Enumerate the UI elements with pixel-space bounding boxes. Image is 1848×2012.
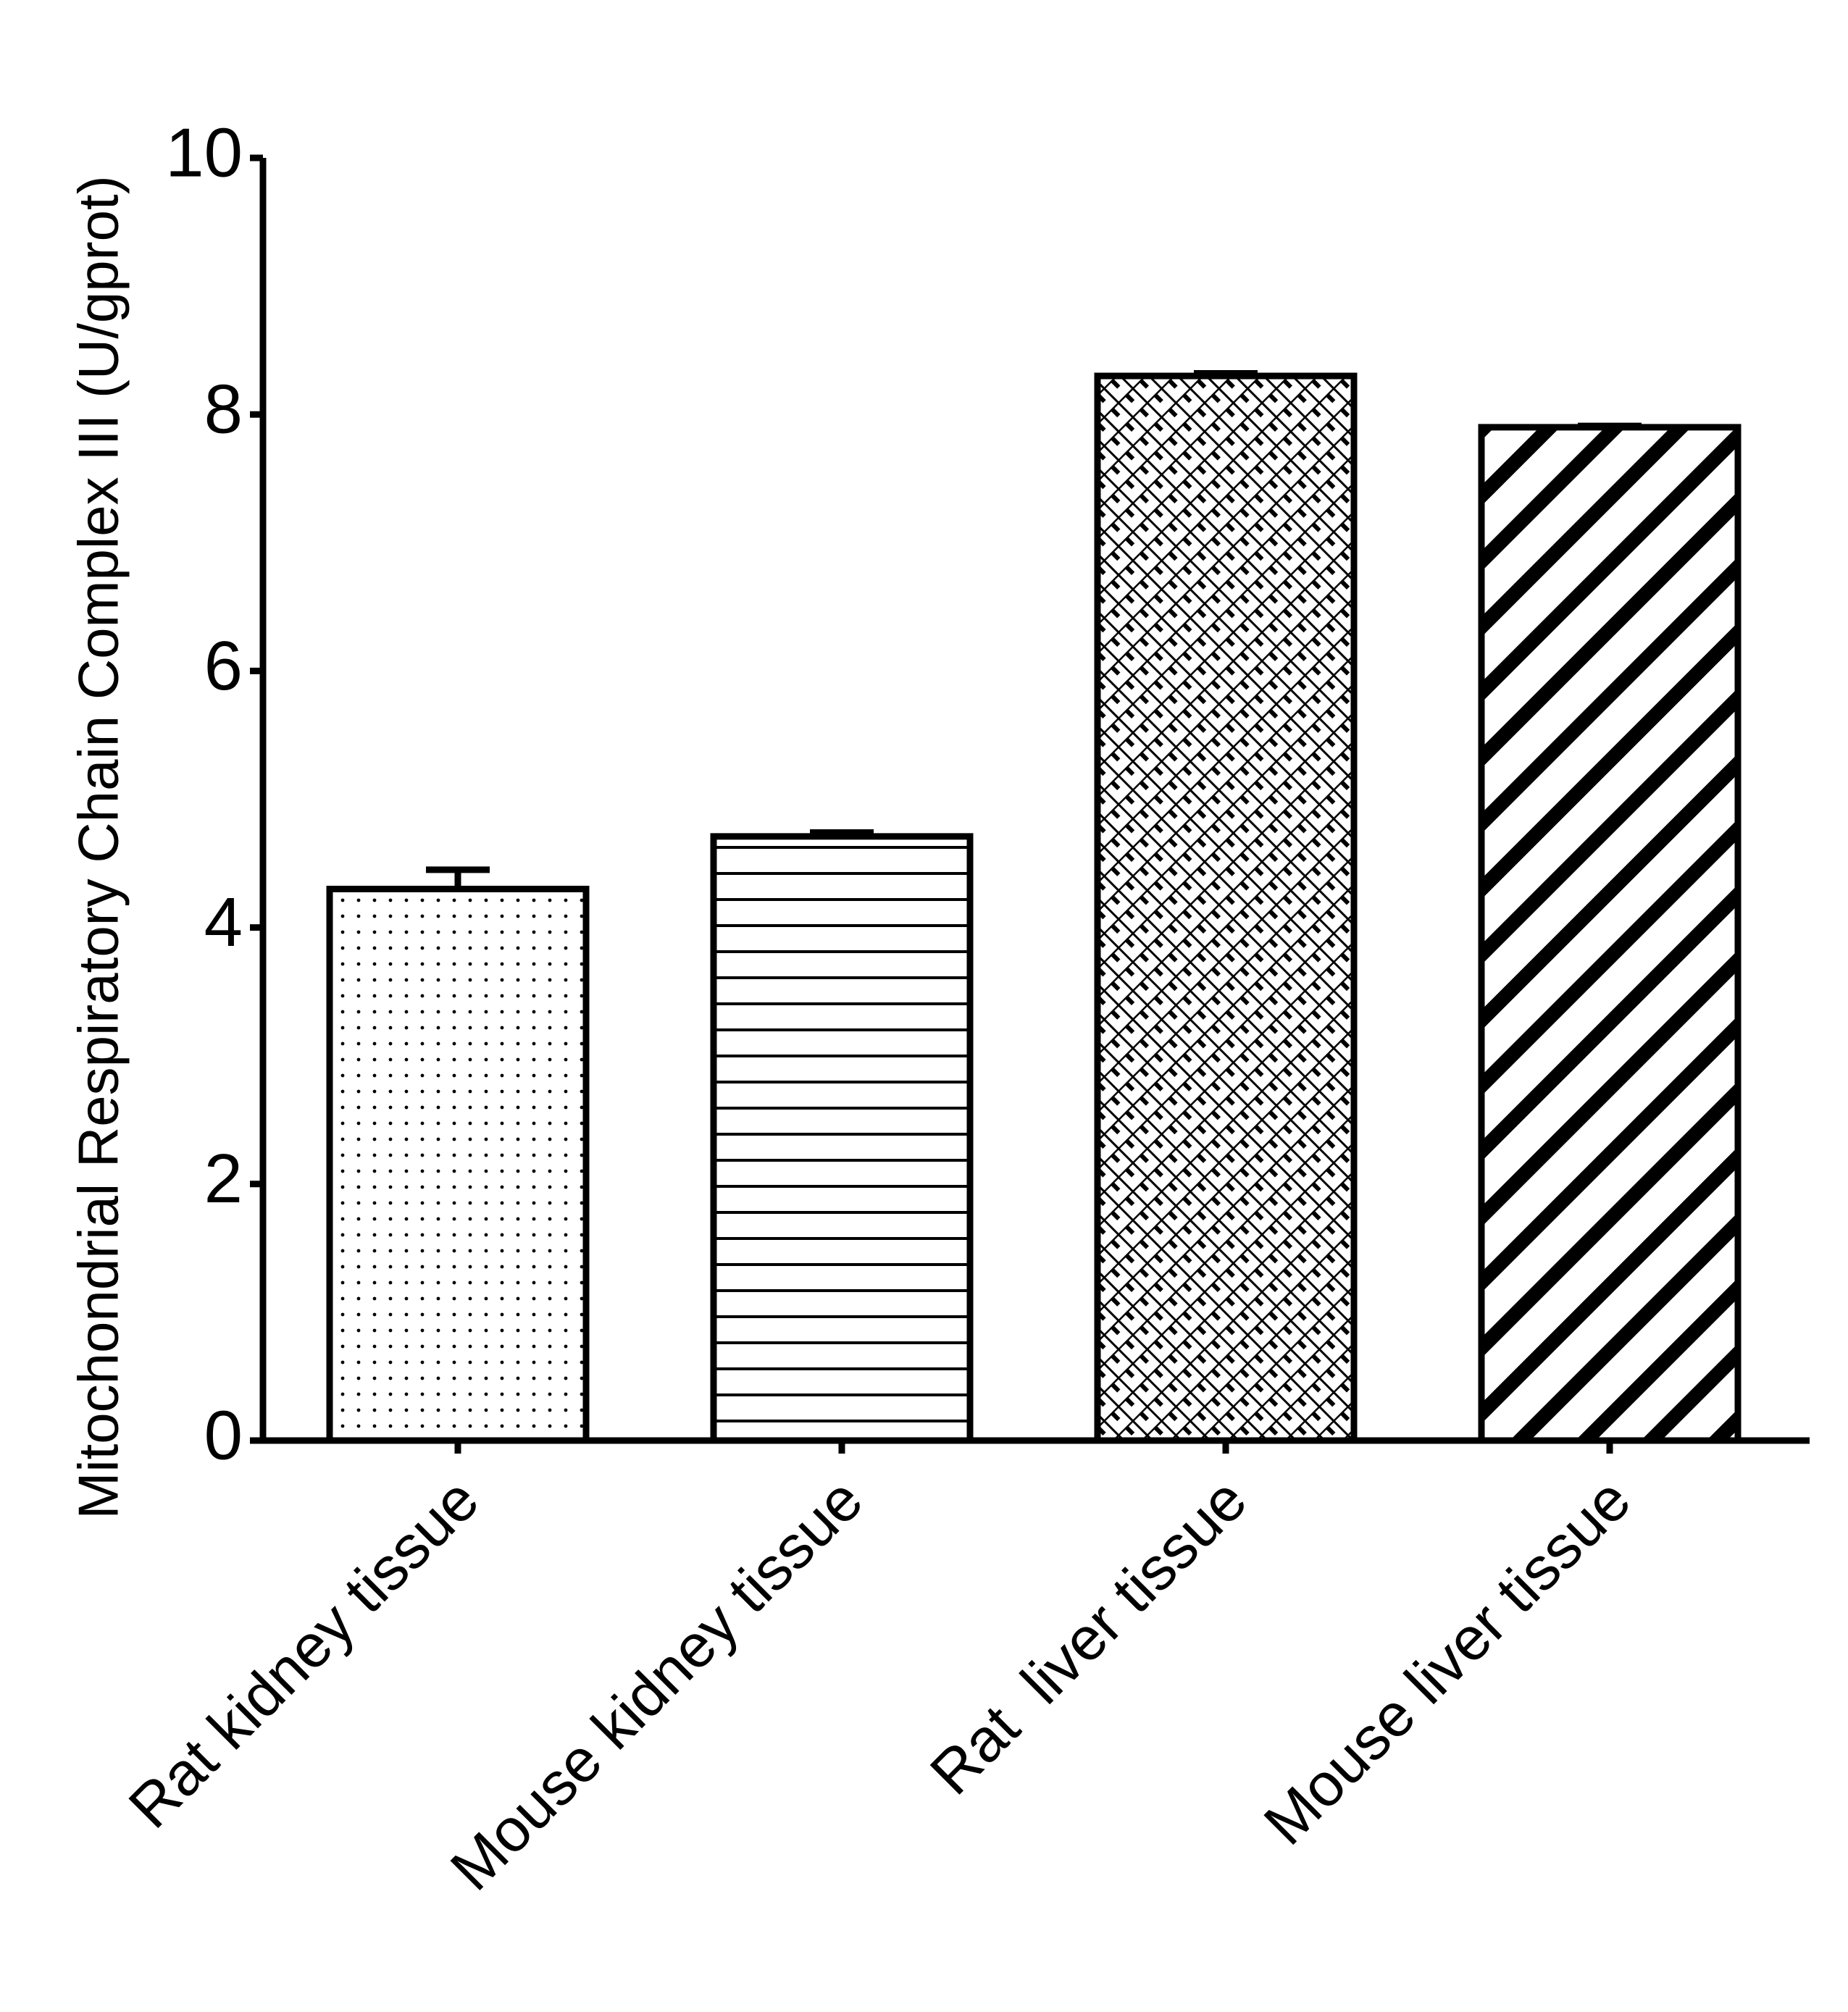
- bar: [710, 833, 974, 1444]
- x-tick-label: Mouse kidney tissue: [438, 1465, 876, 1903]
- y-tick-label: 10: [165, 114, 243, 191]
- y-tick-label: 8: [204, 371, 243, 448]
- bar: [326, 885, 590, 1444]
- y-tick-label: 4: [204, 884, 243, 961]
- bar: [1478, 424, 1742, 1444]
- x-tick-label: Rat liver tissue: [917, 1465, 1259, 1807]
- bar: [1094, 372, 1358, 1444]
- x-tick-label: Rat kidney tissue: [116, 1465, 492, 1841]
- y-axis-title: Mitochondrial Respiratory Chain Complex …: [67, 175, 130, 1519]
- y-tick-label: 2: [204, 1140, 243, 1217]
- y-tick-label: 0: [204, 1396, 243, 1474]
- y-tick-label: 6: [204, 627, 243, 705]
- x-tick-label: Mouse liver tissue: [1251, 1465, 1644, 1858]
